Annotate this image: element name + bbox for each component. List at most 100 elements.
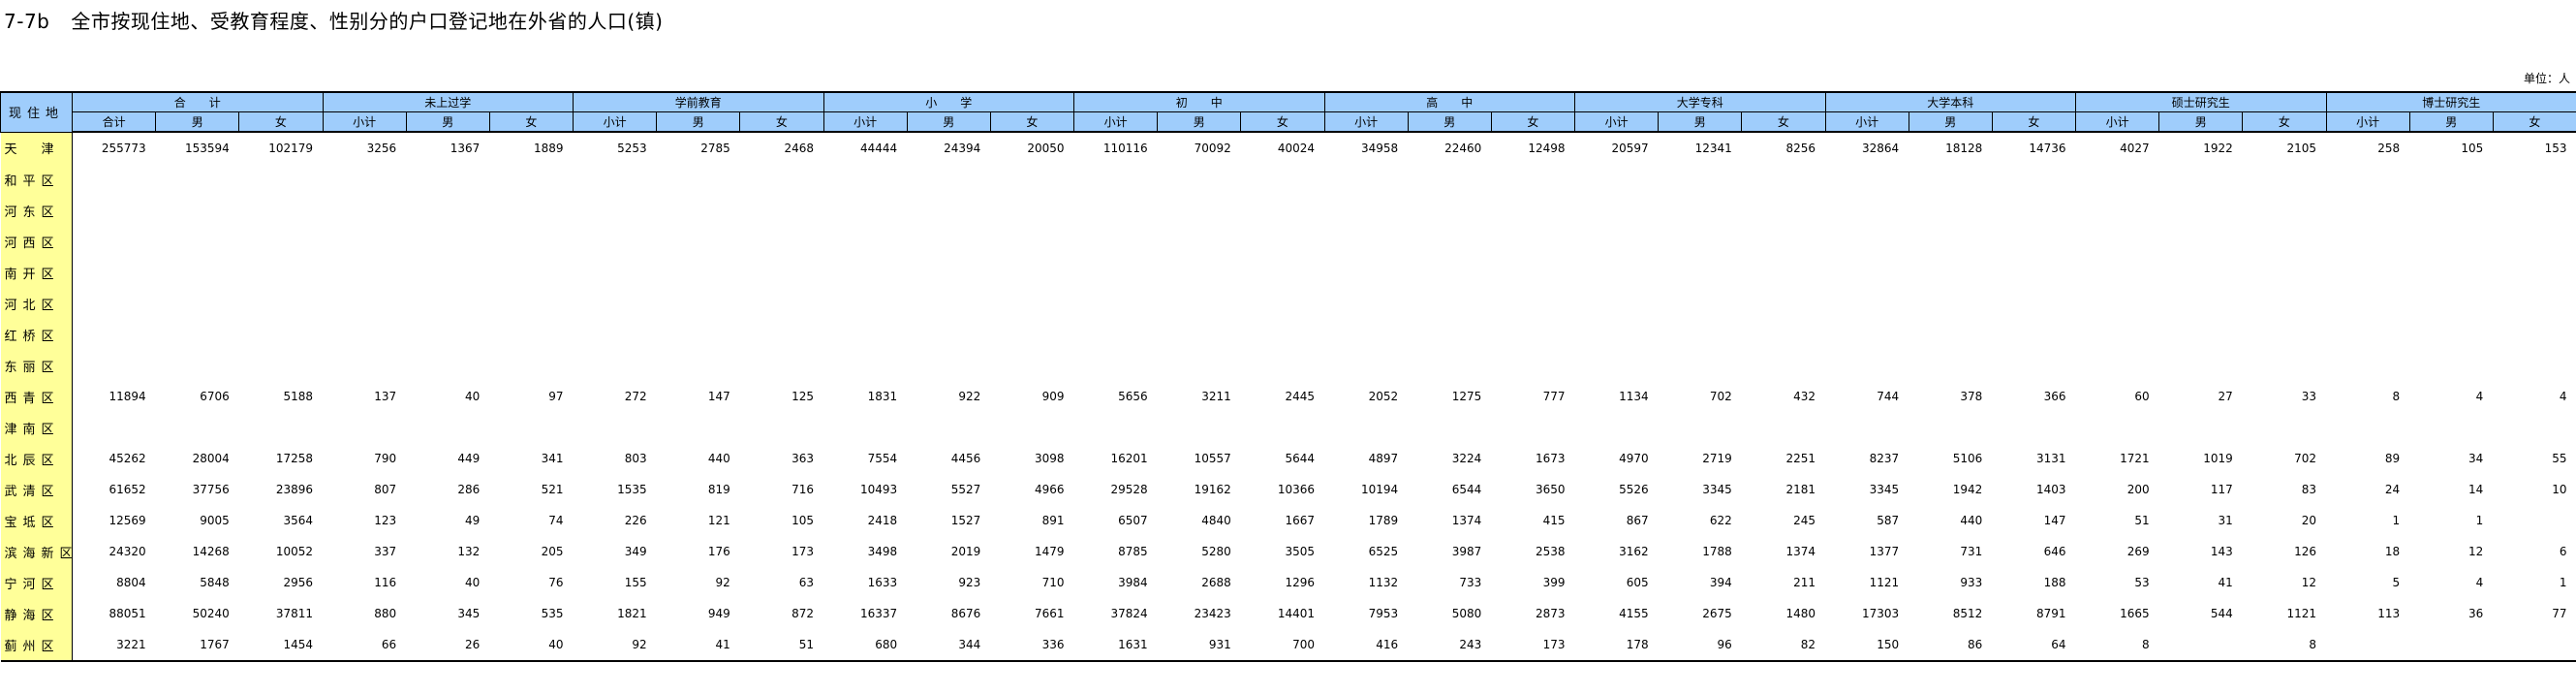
value-cell: 5106 <box>1952 452 1983 465</box>
value-cell: 14736 <box>2029 142 2066 155</box>
value-cell <box>2409 350 2493 381</box>
value-cell <box>1158 350 1241 381</box>
value-cell: 710 <box>1041 576 1065 589</box>
value-cell <box>1575 288 1659 319</box>
value-cell <box>156 164 239 195</box>
value-cell <box>2159 350 2243 381</box>
value-cell <box>1742 412 1825 443</box>
value-cell <box>2076 350 2159 381</box>
value-cell <box>1659 288 1742 319</box>
value-cell: 269 <box>2126 545 2150 558</box>
value-cell <box>574 195 657 226</box>
value-cell: 1 <box>2559 576 2567 589</box>
value-cell <box>907 226 990 257</box>
value-cell: 63 <box>798 576 814 589</box>
table-row: 南开区 <box>0 257 2576 288</box>
sub-header: 男 <box>2158 111 2244 133</box>
value-cell: 587 <box>1877 514 1900 527</box>
value-cell: 2105 <box>2286 142 2316 155</box>
value-cell: 790 <box>374 452 397 465</box>
value-cell <box>2326 288 2409 319</box>
value-cell: 416 <box>1324 629 1409 662</box>
value-cell <box>1324 319 1408 350</box>
value-cell <box>1491 319 1574 350</box>
value-cell: 4 <box>2475 390 2484 403</box>
value-cell: 40 <box>465 390 481 403</box>
value-cell <box>990 319 1073 350</box>
table-row: 和平区 <box>0 164 2576 195</box>
table-row: 北辰区 45262 28004 17258 790 449 341 803 440 363 7554… <box>0 443 2576 474</box>
value-cell <box>2326 629 2410 662</box>
value-cell: 12341 <box>1694 142 1732 155</box>
value-cell <box>990 164 1073 195</box>
sub-header: 男 <box>656 111 741 133</box>
value-cell <box>823 319 907 350</box>
value-cell: 14401 <box>1277 607 1315 620</box>
value-cell <box>657 195 740 226</box>
value-cell <box>907 195 990 226</box>
value-cell <box>1575 164 1659 195</box>
value-cell <box>2243 350 2326 381</box>
value-cell: 6544 <box>1451 483 1482 496</box>
value-cell: 61652 <box>109 483 146 496</box>
value-cell <box>823 257 907 288</box>
value-cell: 2873 <box>1535 607 1566 620</box>
value-cell <box>740 319 823 350</box>
value-cell <box>990 226 1073 257</box>
value-cell: 349 <box>624 545 647 558</box>
value-cell: 18128 <box>1945 142 1983 155</box>
value-cell: 3505 <box>1285 545 1315 558</box>
value-cell: 17258 <box>275 452 313 465</box>
value-cell: 11894 <box>109 390 146 403</box>
value-cell <box>1158 164 1241 195</box>
sub-header: 女 <box>989 111 1075 133</box>
value-cell <box>1825 164 1909 195</box>
value-cell: 6507 <box>1118 514 1148 527</box>
value-cell: 147 <box>707 390 730 403</box>
table-row: 河北区 <box>0 288 2576 319</box>
value-cell: 200 <box>2126 483 2150 496</box>
value-cell: 173 <box>1491 629 1575 662</box>
value-cell: 7953 <box>1368 607 1399 620</box>
value-cell: 535 <box>541 607 564 620</box>
value-cell <box>1408 257 1491 288</box>
value-cell <box>2076 288 2159 319</box>
value-cell <box>1909 195 1992 226</box>
value-cell <box>239 195 323 226</box>
value-cell <box>1659 412 1742 443</box>
value-cell <box>1491 412 1574 443</box>
value-cell <box>489 164 573 195</box>
value-cell: 716 <box>791 483 814 496</box>
value-cell: 143 <box>2210 545 2233 558</box>
group-header: 大学本科 <box>1824 91 2076 112</box>
value-cell: 731 <box>1960 545 1983 558</box>
value-cell <box>2493 164 2576 195</box>
value-cell: 1527 <box>950 514 981 527</box>
value-cell: 255773 <box>101 142 146 155</box>
value-cell <box>489 350 573 381</box>
value-cell: 8 <box>2242 629 2326 662</box>
value-cell: 341 <box>541 452 564 465</box>
value-cell: 70092 <box>1194 142 1231 155</box>
value-cell <box>2159 412 2243 443</box>
value-cell: 19162 <box>1194 483 1231 496</box>
value-cell: 188 <box>2043 576 2066 589</box>
value-cell: 819 <box>707 483 730 496</box>
value-cell: 909 <box>1041 390 1065 403</box>
value-cell: 14 <box>2468 483 2484 496</box>
value-cell <box>1074 319 1158 350</box>
value-cell <box>1575 412 1659 443</box>
value-cell: 8512 <box>1952 607 1983 620</box>
value-cell <box>1158 288 1241 319</box>
value-cell: 605 <box>1626 576 1649 589</box>
table-row: 静海区 88051 50240 37811 880 345 535 1821 949 872 163… <box>0 598 2576 629</box>
value-cell: 1831 <box>867 390 898 403</box>
value-cell: 1942 <box>1952 483 1983 496</box>
value-cell: 394 <box>1709 576 1732 589</box>
value-cell: 132 <box>457 545 481 558</box>
value-cell <box>2409 319 2493 350</box>
value-cell <box>73 226 156 257</box>
value-cell: 8 <box>2075 629 2159 662</box>
value-cell <box>740 164 823 195</box>
value-cell <box>1742 164 1825 195</box>
